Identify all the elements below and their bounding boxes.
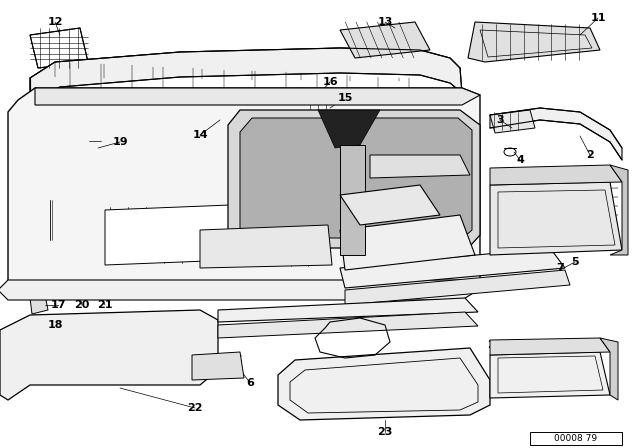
Polygon shape: [0, 310, 218, 400]
Text: 19: 19: [112, 137, 128, 147]
Text: 22: 22: [188, 403, 203, 413]
Text: 9: 9: [344, 232, 352, 242]
Text: 11: 11: [590, 13, 605, 23]
Polygon shape: [490, 110, 535, 133]
Polygon shape: [340, 215, 475, 270]
Text: 16: 16: [322, 77, 338, 87]
Polygon shape: [228, 110, 480, 255]
Polygon shape: [8, 88, 480, 295]
Polygon shape: [490, 338, 610, 355]
Polygon shape: [340, 248, 565, 288]
Polygon shape: [468, 22, 600, 62]
Polygon shape: [240, 118, 472, 245]
Polygon shape: [105, 205, 232, 265]
Polygon shape: [0, 280, 478, 300]
Polygon shape: [218, 312, 478, 338]
Text: 00008 79: 00008 79: [554, 434, 598, 443]
Polygon shape: [490, 165, 622, 185]
Text: 24: 24: [487, 340, 503, 350]
Text: 13: 13: [378, 17, 393, 27]
Polygon shape: [490, 352, 610, 398]
Text: 20: 20: [74, 300, 90, 310]
Polygon shape: [530, 432, 622, 445]
Text: 10: 10: [447, 205, 463, 215]
Polygon shape: [340, 145, 365, 255]
Polygon shape: [490, 182, 622, 255]
Text: 1: 1: [241, 213, 249, 223]
Polygon shape: [30, 295, 48, 314]
Polygon shape: [30, 48, 462, 100]
Text: 8: 8: [526, 195, 534, 205]
Polygon shape: [318, 110, 380, 148]
Text: 4: 4: [516, 155, 524, 165]
Polygon shape: [218, 298, 478, 322]
Polygon shape: [600, 338, 618, 400]
Text: 23: 23: [378, 427, 393, 437]
Polygon shape: [30, 28, 88, 68]
Text: 21: 21: [97, 300, 113, 310]
Text: 15: 15: [337, 93, 353, 103]
Polygon shape: [192, 352, 244, 380]
Polygon shape: [305, 102, 338, 120]
Polygon shape: [345, 270, 570, 305]
Text: 14: 14: [192, 130, 208, 140]
Polygon shape: [490, 108, 622, 160]
Polygon shape: [200, 225, 332, 268]
Polygon shape: [30, 48, 460, 90]
Text: 3: 3: [496, 115, 504, 125]
Polygon shape: [340, 22, 430, 58]
Polygon shape: [610, 165, 628, 255]
Text: 7: 7: [556, 263, 564, 273]
Polygon shape: [340, 185, 440, 225]
Text: 18: 18: [47, 320, 63, 330]
Polygon shape: [35, 88, 480, 105]
Text: 2: 2: [586, 150, 594, 160]
Text: 6: 6: [246, 378, 254, 388]
Text: 17: 17: [51, 300, 66, 310]
Polygon shape: [370, 155, 470, 178]
Polygon shape: [278, 348, 490, 420]
Text: 12: 12: [47, 17, 63, 27]
Text: 5: 5: [571, 257, 579, 267]
